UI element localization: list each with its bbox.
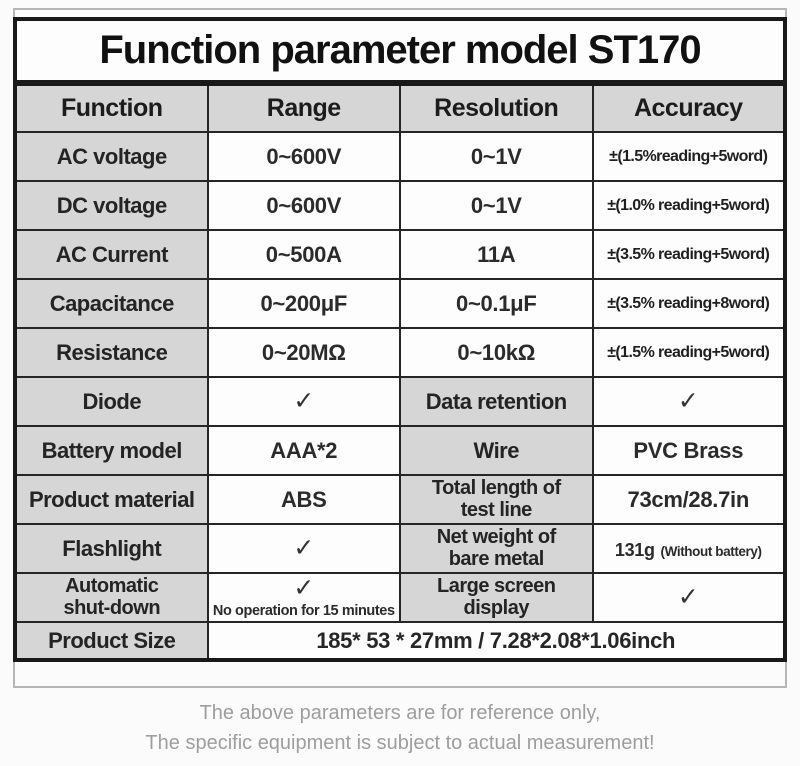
accuracy-cell: ±(1.5%reading+5word) — [591, 131, 786, 182]
feature-value: ABS — [206, 474, 401, 525]
weight-value: 131g — [614, 539, 655, 560]
table-row-ac-voltage: AC voltage 0~600V 0~1V ±(1.5%reading+5wo… — [14, 131, 786, 182]
check-icon: ✓ — [677, 386, 699, 415]
resolution-cell: 0~1V — [399, 180, 594, 231]
check-icon: ✓ — [677, 582, 699, 611]
check-icon: ✓ — [293, 386, 315, 415]
footer-line-2: The specific equipment is subject to act… — [145, 732, 655, 754]
spec-table: Function Range Resolution Accuracy AC vo… — [13, 82, 787, 662]
function-cell: Capacitance — [14, 278, 209, 329]
weight-note: (Without battery) — [660, 543, 762, 559]
feature-label: Data retention — [399, 376, 594, 427]
feature-label: Flashlight — [14, 523, 209, 574]
feature-value: AAA*2 — [206, 425, 401, 476]
range-cell: 0~200μF — [206, 278, 401, 329]
accuracy-cell: ±(3.5% reading+8word) — [591, 278, 786, 329]
col-header-resolution: Resolution — [399, 83, 594, 133]
page-title: Function parameter model ST170 — [99, 28, 701, 72]
table-row-flashlight: Flashlight ✓ Net weight of bare metal 13… — [14, 523, 786, 574]
feature-label: Wire — [399, 425, 594, 476]
feature-value: PVC Brass — [591, 425, 786, 476]
check-icon: ✓ — [293, 533, 315, 562]
feature-label: Net weight of bare metal — [399, 523, 594, 574]
feature-label: Battery model — [14, 425, 209, 476]
check-icon: ✓ — [293, 574, 315, 602]
table-row-diode: Diode ✓ Data retention ✓ — [14, 376, 786, 427]
col-header-function: Function — [14, 83, 209, 133]
accuracy-cell: ±(1.5% reading+5word) — [591, 327, 786, 378]
table-row-dc-voltage: DC voltage 0~600V 0~1V ±(1.0% reading+5w… — [14, 180, 786, 231]
range-cell: 0~600V — [206, 180, 401, 231]
product-size-value: 185* 53 * 27mm / 7.28*2.08*1.06inch — [206, 621, 786, 661]
feature-label: Automatic shut-down — [14, 572, 209, 623]
footer-disclaimer: The above parameters are for reference o… — [0, 698, 800, 758]
footer-line-1: The above parameters are for reference o… — [199, 702, 601, 724]
function-cell: DC voltage — [14, 180, 209, 231]
range-cell: 0~600V — [206, 131, 401, 182]
resolution-cell: 0~1V — [399, 131, 594, 182]
resolution-cell: 0~0.1μF — [399, 278, 594, 329]
col-header-accuracy: Accuracy — [591, 83, 786, 133]
table-row-battery: Battery model AAA*2 Wire PVC Brass — [14, 425, 786, 476]
feature-label: Product material — [14, 474, 209, 525]
table-row-capacitance: Capacitance 0~200μF 0~0.1μF ±(3.5% readi… — [14, 278, 786, 329]
accuracy-cell: ±(3.5% reading+5word) — [591, 229, 786, 280]
feature-label: Large screen display — [399, 572, 594, 623]
resolution-cell: 11A — [399, 229, 594, 280]
feature-value: ✓ No operation for 15 minutes — [206, 572, 401, 623]
feature-label: Total length of test line — [399, 474, 594, 525]
function-cell: AC voltage — [14, 131, 209, 182]
feature-value: 73cm/28.7in — [591, 474, 786, 525]
table-header-row: Function Range Resolution Accuracy — [14, 83, 786, 133]
table-row-product-size: Product Size 185* 53 * 27mm / 7.28*2.08*… — [14, 621, 786, 661]
table-row-ac-current: AC Current 0~500A 11A ±(3.5% reading+5wo… — [14, 229, 786, 280]
table-row-material: Product material ABS Total length of tes… — [14, 474, 786, 525]
resolution-cell: 0~10kΩ — [399, 327, 594, 378]
feature-value: 131g (Without battery) — [591, 523, 786, 574]
range-cell: 0~500A — [206, 229, 401, 280]
feature-label: Product Size — [14, 621, 209, 661]
table-row-auto-shutdown: Automatic shut-down ✓ No operation for 1… — [14, 572, 786, 623]
col-header-range: Range — [206, 83, 401, 133]
table-row-resistance: Resistance 0~20MΩ 0~10kΩ ±(1.5% reading+… — [14, 327, 786, 378]
range-cell: 0~20MΩ — [206, 327, 401, 378]
accuracy-cell: ±(1.0% reading+5word) — [591, 180, 786, 231]
shutdown-note: No operation for 15 minutes — [212, 603, 395, 619]
feature-label: Diode — [14, 376, 209, 427]
function-cell: AC Current — [14, 229, 209, 280]
title-box: Function parameter model ST170 — [13, 17, 787, 84]
function-cell: Resistance — [14, 327, 209, 378]
